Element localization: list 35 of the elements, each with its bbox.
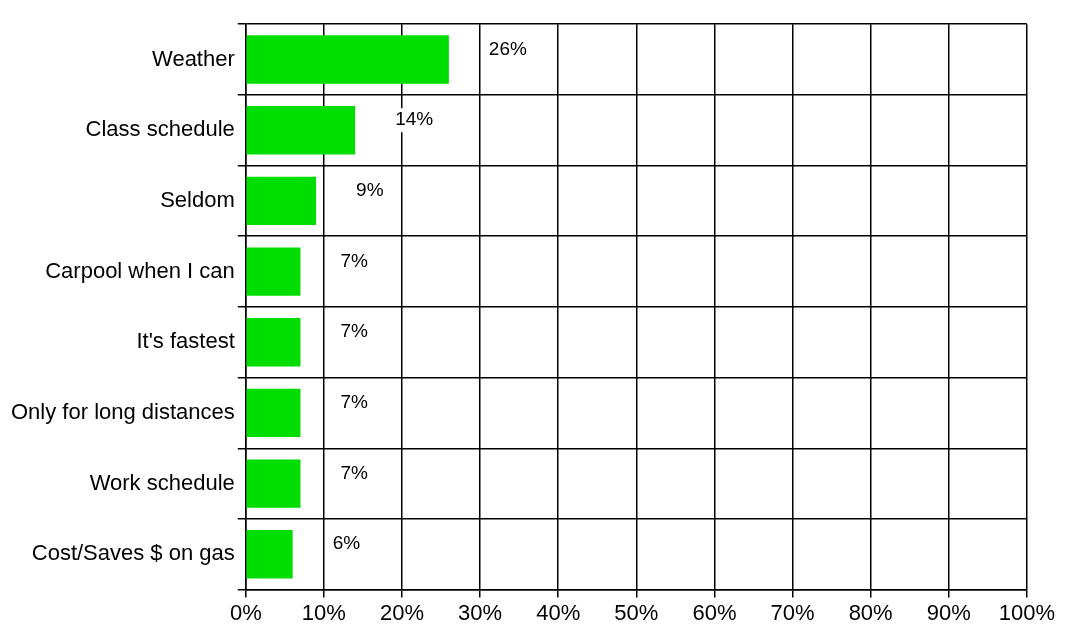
bar [246, 106, 356, 155]
x-tick-label: 100% [998, 599, 1056, 625]
bar [246, 247, 301, 296]
x-tick-label: 60% [692, 599, 737, 625]
data-label: 7% [340, 391, 369, 413]
y-tick-label: Only for long distances [11, 398, 235, 424]
bar [246, 530, 293, 579]
bar [246, 318, 301, 367]
y-tick-label: Seldom [160, 186, 235, 212]
x-tick-label: 80% [848, 599, 893, 625]
y-tick-label: Cost/Saves $ on gas [31, 540, 235, 566]
y-tick-label: Class schedule [85, 116, 235, 142]
data-label: 7% [340, 461, 369, 483]
x-tick-label: 40% [536, 599, 581, 625]
data-label: 14% [395, 108, 434, 130]
y-tick-label: It's fastest [136, 328, 235, 354]
y-tick-label: Carpool when I can [45, 257, 235, 283]
bar [246, 459, 301, 508]
data-label: 9% [356, 179, 384, 201]
data-label: 7% [340, 249, 369, 271]
data-label: 26% [488, 37, 527, 59]
data-label: 6% [332, 532, 361, 554]
x-tick-label: 50% [614, 599, 659, 625]
data-label: 7% [340, 320, 369, 342]
bar [246, 176, 317, 226]
x-tick-label: 20% [379, 599, 425, 625]
y-tick-label: Work schedule [89, 469, 235, 495]
x-tick-label: 0% [229, 599, 262, 625]
x-tick-label: 30% [458, 599, 503, 625]
y-tick-label: Weather [152, 45, 235, 71]
x-tick-label: 70% [770, 599, 815, 625]
x-tick-label: 90% [926, 599, 971, 625]
bar [246, 388, 301, 438]
x-tick-label: 10% [301, 599, 346, 625]
bar [246, 35, 449, 84]
